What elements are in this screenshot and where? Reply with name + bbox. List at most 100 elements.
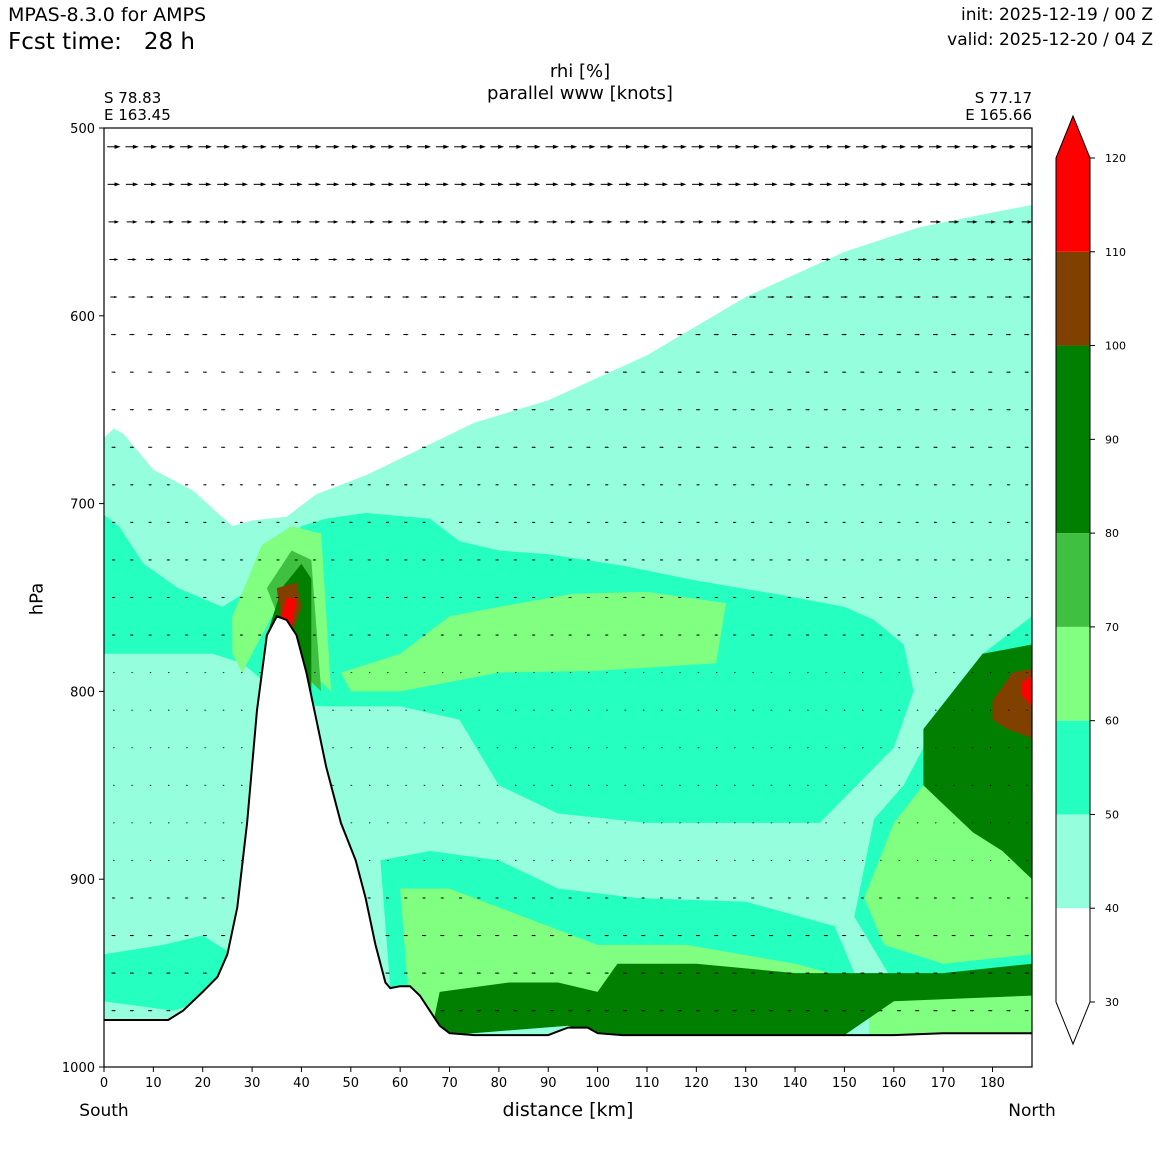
- wind-arrow: [678, 634, 682, 636]
- wind-arrow: [714, 484, 719, 486]
- wind-arrow: [877, 295, 885, 299]
- wind-arrow: [806, 897, 810, 899]
- colorbar-segment: [1056, 251, 1090, 346]
- wind-arrow-head: [388, 333, 391, 336]
- wind-arrow: [564, 182, 577, 187]
- colorbar-tick-label: 100: [1105, 340, 1126, 353]
- wind-arrow: [586, 634, 591, 636]
- x-tick-label: 150: [832, 1076, 857, 1091]
- wind-arrow-head: [150, 409, 153, 411]
- wind-arrow-head: [971, 747, 974, 749]
- wind-arrow: [185, 634, 189, 636]
- wind-arrow: [326, 144, 340, 149]
- wind-arrow: [186, 747, 189, 749]
- wind-arrow: [442, 822, 444, 824]
- wind-arrow: [1006, 409, 1012, 411]
- wind-arrow-head: [149, 822, 152, 824]
- wind-arrow: [201, 295, 209, 299]
- wind-arrow-head: [369, 295, 374, 299]
- wind-arrow-head: [679, 897, 682, 899]
- wind-arrow-head: [1009, 182, 1016, 187]
- wind-arrow-head: [807, 709, 810, 711]
- wind-arrow-head: [698, 258, 703, 261]
- wind-arrow-head: [204, 784, 207, 786]
- wind-arrow-head: [880, 596, 883, 599]
- wind-arrow: [842, 559, 847, 561]
- wind-arrow-head: [1027, 144, 1032, 149]
- wind-arrow: [892, 144, 906, 149]
- wind-arrow-head: [114, 934, 117, 937]
- wind-arrow: [677, 972, 683, 974]
- wind-arrow: [949, 258, 959, 261]
- wind-arrow-head: [698, 409, 701, 411]
- wind-arrow: [512, 333, 519, 336]
- wind-arrow-head: [515, 484, 518, 486]
- wind-arrow: [588, 709, 591, 711]
- wind-arrow-head: [625, 333, 628, 336]
- wind-arrow-head: [186, 784, 189, 786]
- wind-arrow: [947, 182, 961, 187]
- wind-arrow: [404, 634, 408, 636]
- wind-arrow-head: [296, 596, 299, 599]
- wind-arrow-head: [515, 897, 518, 899]
- colorbar-tick-label: 70: [1105, 621, 1119, 634]
- wind-arrow-head: [917, 409, 920, 411]
- wind-arrow-head: [1027, 446, 1030, 448]
- wind-arrow-head: [606, 559, 609, 561]
- wind-arrow-head: [479, 1009, 482, 1012]
- wind-arrow-head: [533, 747, 536, 749]
- wind-arrow-head: [644, 144, 651, 149]
- wind-arrow: [914, 333, 921, 336]
- wind-arrow-head: [223, 295, 228, 299]
- wind-arrow: [824, 484, 828, 486]
- wind-arrow-head: [241, 671, 244, 674]
- wind-arrow-head: [661, 521, 664, 524]
- wind-arrow: [588, 822, 591, 824]
- wind-arrow-head: [662, 333, 665, 336]
- wind-arrow-head: [606, 709, 609, 711]
- wind-arrow: [113, 709, 116, 711]
- wind-arrow-head: [771, 333, 775, 336]
- wind-arrow: [362, 144, 377, 149]
- wind-arrow: [569, 784, 572, 786]
- wind-arrow-head: [260, 295, 264, 299]
- wind-arrow: [344, 144, 359, 149]
- wind-arrow: [842, 934, 847, 937]
- wind-arrow: [440, 897, 445, 899]
- wind-arrow: [166, 634, 171, 636]
- wind-arrow-head: [552, 634, 555, 636]
- wind-arrow-head: [497, 295, 502, 299]
- wind-arrow: [915, 446, 920, 448]
- wind-arrow-head: [1009, 295, 1013, 299]
- wind-arrow: [604, 972, 610, 974]
- wind-arrow: [454, 144, 468, 149]
- wind-arrow-head: [533, 671, 536, 674]
- wind-arrow: [953, 859, 956, 862]
- terrain-outline: [104, 615, 1032, 1037]
- wind-arrow: [494, 333, 501, 336]
- wind-arrow: [186, 709, 189, 711]
- wind-arrow: [805, 446, 811, 448]
- wind-arrow-head: [460, 559, 463, 561]
- wind-arrow-head: [625, 634, 628, 636]
- wind-arrow-head: [278, 258, 283, 261]
- wind-arrow: [952, 484, 956, 486]
- wind-arrow-head: [825, 859, 828, 862]
- wind-arrow: [276, 484, 281, 486]
- colorbar-tick-label: 30: [1105, 996, 1119, 1009]
- wind-arrow-head: [131, 747, 134, 749]
- wind-arrow-head: [114, 409, 117, 411]
- wind-arrow: [531, 409, 537, 411]
- wind-arrow: [1007, 596, 1011, 599]
- wind-arrow-head: [534, 144, 541, 149]
- wind-arrow-head: [442, 972, 445, 974]
- wind-arrow: [455, 220, 467, 224]
- wind-arrow: [290, 182, 303, 187]
- wind-arrow-head: [370, 144, 377, 149]
- wind-arrow: [747, 220, 759, 224]
- wind-arrow-head: [150, 934, 153, 937]
- wind-arrow-head: [442, 822, 444, 824]
- wind-arrow: [1005, 295, 1013, 299]
- wind-arrow-head: [735, 295, 739, 299]
